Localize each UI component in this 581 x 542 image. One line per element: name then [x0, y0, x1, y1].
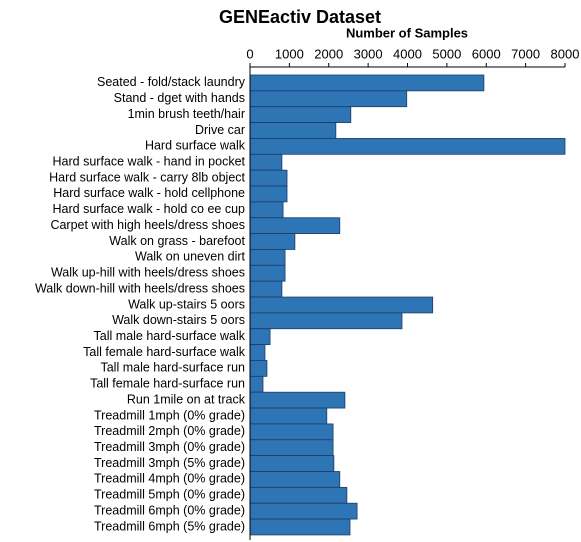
- bar: [249, 423, 334, 441]
- x-axis-title: Number of Samples: [346, 25, 468, 40]
- bar: [249, 264, 286, 282]
- x-tick-label: 6000: [472, 46, 501, 61]
- x-tick-label: 1000: [275, 46, 304, 61]
- chart-title: GENEactiv Dataset: [219, 7, 381, 27]
- y-tick-label: Treadmill 2mph (0% grade): [94, 424, 245, 438]
- bar: [249, 502, 358, 520]
- bar: [249, 312, 403, 330]
- bar: [249, 217, 341, 235]
- y-tick-label: Tall male hard-surface walk: [94, 329, 246, 343]
- y-tick-label: Hard surface walk - hand in pocket: [53, 155, 246, 169]
- y-tick-label: Tall female hard-surface run: [90, 377, 245, 391]
- bar: [249, 360, 268, 377]
- bar: [249, 185, 288, 203]
- bar: [249, 471, 341, 488]
- bar: [249, 138, 566, 155]
- bar: [249, 280, 283, 298]
- bar: [249, 233, 296, 250]
- bar: [249, 249, 286, 266]
- bar: [249, 106, 352, 123]
- y-tick-label: Treadmill 6mph (0% grade): [94, 503, 245, 517]
- bar: [249, 344, 266, 361]
- bar: [249, 201, 284, 219]
- y-tick-label: Walk on grass - barefoot: [109, 234, 245, 248]
- y-tick-label: Treadmill 3mph (0% grade): [94, 440, 245, 454]
- x-tick-label: 0: [246, 46, 253, 61]
- y-tick-label: Treadmill 4mph (0% grade): [94, 472, 245, 486]
- y-tick-label: Hard surface walk - carry 8lb object: [49, 170, 245, 184]
- y-tick-label: Walk down-stairs 5 oors: [112, 313, 245, 327]
- bar: [249, 391, 346, 409]
- y-tick-label: Treadmill 1mph (0% grade): [94, 408, 245, 422]
- y-tick-label: Seated - fold/stack laundry: [97, 75, 246, 89]
- x-tick-label: 5000: [432, 46, 461, 61]
- bar: [249, 122, 337, 139]
- bar: [249, 455, 335, 472]
- y-tick-label: Hard surface walk - hold co ee cup: [53, 202, 246, 216]
- y-tick-label: Hard surface walk: [145, 139, 246, 153]
- x-tick-label: 4000: [393, 46, 422, 61]
- y-tick-label: Drive car: [195, 123, 245, 137]
- y-tick-label: Treadmill 3mph (5% grade): [94, 456, 245, 470]
- bar: [249, 74, 485, 92]
- bar: [249, 153, 283, 171]
- bar: [249, 328, 271, 346]
- x-tick-label: 3000: [354, 46, 383, 61]
- y-tick-label: Treadmill 5mph (0% grade): [94, 488, 245, 502]
- y-tick-label: Walk on uneven dirt: [135, 250, 246, 264]
- x-tick-label: 2000: [314, 46, 343, 61]
- y-tick-label: Walk down-hill with heels/dress shoes: [35, 281, 245, 295]
- bar: [249, 375, 264, 393]
- bar: [249, 407, 328, 425]
- bar: [249, 486, 348, 504]
- bar: [249, 90, 408, 108]
- bar: [249, 439, 334, 457]
- y-tick-label: Walk up-hill with heels/dress shoes: [51, 266, 245, 280]
- bar: [249, 518, 351, 536]
- y-tick-label: Tall female hard-surface walk: [83, 345, 246, 359]
- y-tick-label: Stand - dget with hands: [114, 91, 245, 105]
- x-tick-label: 8000: [551, 46, 580, 61]
- x-tick-label: 7000: [511, 46, 540, 61]
- y-tick-label: Walk up-stairs 5 oors: [128, 297, 245, 311]
- y-tick-label: Run 1mile on at track: [127, 392, 246, 406]
- bar: [249, 296, 434, 314]
- y-tick-label: Carpet with high heels/dress shoes: [50, 218, 245, 232]
- y-tick-label: Hard surface walk - hold cellphone: [53, 186, 245, 200]
- y-tick-label: Tall male hard-surface run: [100, 361, 245, 375]
- bar: [249, 169, 288, 187]
- y-tick-label: Treadmill 6mph (5% grade): [94, 519, 245, 533]
- y-tick-label: 1min brush teeth/hair: [128, 107, 245, 121]
